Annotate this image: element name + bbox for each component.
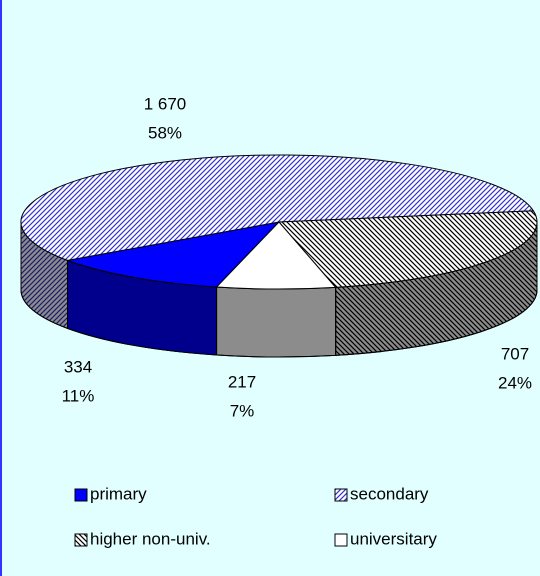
- pie-slice: [20, 154, 535, 261]
- pie-slice: [215, 221, 337, 290]
- legend-swatch: [334, 533, 348, 547]
- value-label: 217: [228, 372, 256, 391]
- pie-slice: [65, 221, 281, 288]
- legend-label: secondary: [350, 484, 429, 503]
- legend-swatch: [334, 488, 348, 502]
- legend-swatch: [74, 488, 88, 502]
- legend-label: universitary: [350, 529, 437, 548]
- legend-swatch: [74, 533, 88, 547]
- percent-label: 24%: [498, 373, 532, 392]
- percent-label: 7%: [230, 401, 255, 420]
- value-label: 1 670: [144, 94, 187, 113]
- percent-label: 11%: [62, 386, 95, 405]
- side-shade: [216, 286, 337, 358]
- value-label: 334: [64, 357, 92, 376]
- percent-label: 58%: [148, 123, 182, 142]
- pie-slice: [277, 210, 538, 288]
- value-label: 707: [501, 344, 529, 363]
- legend-label: higher non-univ.: [90, 529, 211, 548]
- legend-label: primary: [90, 484, 147, 503]
